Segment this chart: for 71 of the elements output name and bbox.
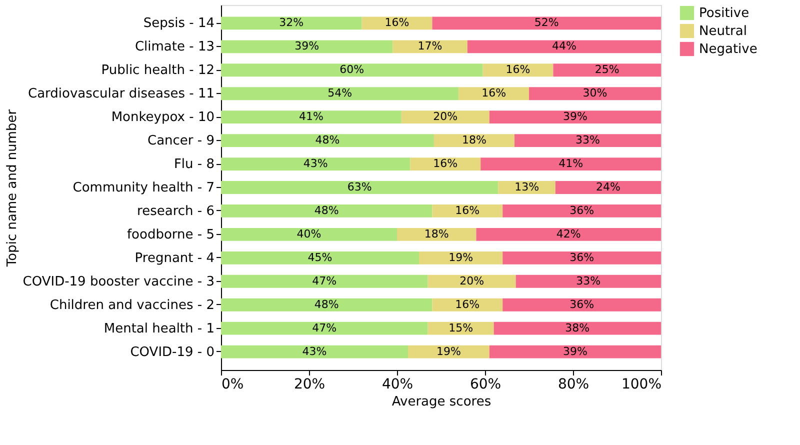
data-label: 17% xyxy=(418,40,442,53)
data-label: 20% xyxy=(433,110,458,124)
y-tick-label: Monkeypox - 10 xyxy=(111,110,214,126)
x-tick-label: 60% xyxy=(470,376,502,392)
data-label: 16% xyxy=(455,204,480,217)
data-label: 60% xyxy=(340,63,364,76)
data-label: 30% xyxy=(582,86,608,100)
x-tick-label: 80% xyxy=(558,376,590,392)
x-tick-label: 100% xyxy=(621,376,662,392)
data-label: 42% xyxy=(556,227,581,240)
data-label: 15% xyxy=(448,321,474,334)
data-label: 41% xyxy=(298,110,324,124)
data-label: 16% xyxy=(482,86,506,100)
data-label: 41% xyxy=(558,157,584,170)
y-tick-label: Cancer - 9 xyxy=(148,134,214,149)
y-tick-label: Climate - 13 xyxy=(134,40,214,55)
data-label: 54% xyxy=(328,86,352,100)
data-label: 33% xyxy=(576,134,600,147)
data-label: 39% xyxy=(294,40,320,53)
data-label: 16% xyxy=(506,63,530,76)
y-tick-label: research - 6 xyxy=(137,204,214,219)
data-label: 40% xyxy=(296,227,322,240)
y-tick-label: Flu - 8 xyxy=(174,157,214,172)
x-tick-label: 0% xyxy=(222,376,244,392)
y-tick-label: COVID-19 booster vaccine - 3 xyxy=(22,274,214,290)
data-label: 38% xyxy=(565,321,590,334)
data-label: 33% xyxy=(576,274,601,288)
data-label: 45% xyxy=(308,250,332,264)
data-label: 16% xyxy=(455,298,480,311)
data-label: 16% xyxy=(433,157,458,170)
data-label: 36% xyxy=(570,250,594,264)
data-label: 18% xyxy=(424,227,449,240)
y-tick-label: COVID-19 - 0 xyxy=(130,344,214,360)
data-label: 19% xyxy=(448,250,474,264)
y-axis-title: Topic name and number xyxy=(4,108,20,268)
data-label: 36% xyxy=(570,204,594,217)
y-tick-label: Public health - 12 xyxy=(101,63,214,78)
y-tick-label: Pregnant - 4 xyxy=(134,250,214,266)
data-label: 48% xyxy=(314,204,339,217)
y-tick-label: Community health - 7 xyxy=(72,180,214,196)
y-tick-label: foodborne - 5 xyxy=(126,227,214,242)
data-label: 20% xyxy=(460,274,484,288)
y-tick-label: Children and vaccines - 2 xyxy=(50,298,214,313)
data-label: 47% xyxy=(312,321,337,334)
x-tick-label: 40% xyxy=(382,376,414,392)
data-label: 18% xyxy=(462,134,486,147)
data-label: 24% xyxy=(596,180,620,194)
x-axis-title: Average scores xyxy=(392,394,492,410)
data-label: 43% xyxy=(303,157,328,170)
y-tick-label: Mental health - 1 xyxy=(104,321,214,336)
data-label: 63% xyxy=(347,180,372,194)
data-label: 19% xyxy=(436,344,461,358)
data-label: 48% xyxy=(315,134,340,147)
data-label: 52% xyxy=(534,16,559,30)
legend-label: Neutral xyxy=(699,24,747,39)
y-tick-label: Cardiovascular diseases - 11 xyxy=(28,86,214,102)
data-label: 13% xyxy=(514,180,540,194)
data-label: 47% xyxy=(312,274,337,288)
data-label: 43% xyxy=(302,344,327,358)
data-label: 39% xyxy=(562,344,588,358)
data-label: 39% xyxy=(562,110,588,124)
x-tick-label: 20% xyxy=(294,376,326,392)
data-label: 48% xyxy=(314,298,339,311)
data-label: 36% xyxy=(570,298,594,311)
data-label: 16% xyxy=(384,16,410,30)
y-tick-label: Sepsis - 14 xyxy=(143,16,214,32)
data-label: 32% xyxy=(279,16,304,30)
data-label: 25% xyxy=(594,63,620,76)
legend-label: Positive xyxy=(699,6,750,21)
legend-label: Negative xyxy=(699,42,758,57)
data-label: 44% xyxy=(552,40,576,53)
